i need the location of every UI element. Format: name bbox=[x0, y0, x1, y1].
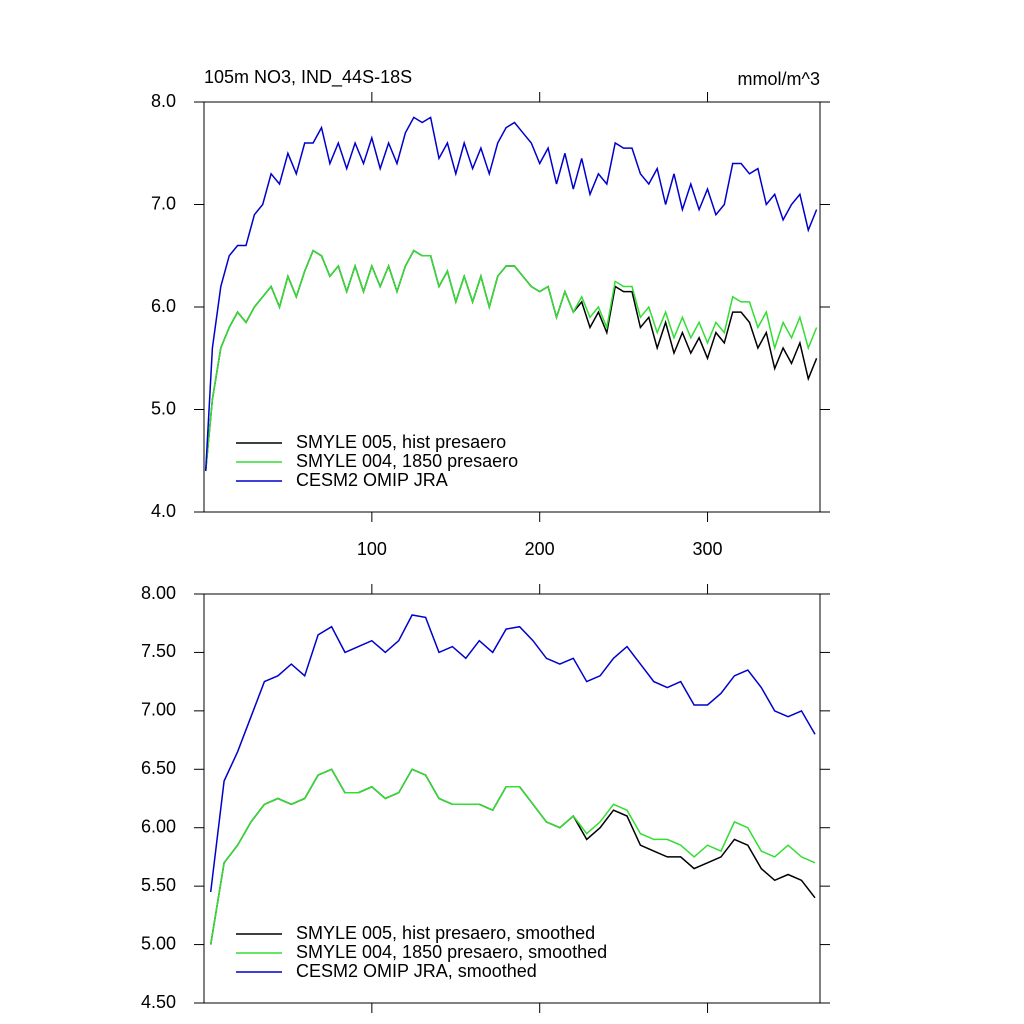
series-line bbox=[209, 614, 816, 893]
legend-label: SMYLE 004, 1850 presaero, smoothed bbox=[296, 942, 607, 962]
y-tick-label: 5.50 bbox=[141, 875, 176, 895]
x-tick-label: 200 bbox=[525, 539, 555, 559]
y-tick-label: 7.0 bbox=[151, 193, 176, 213]
legend-label: SMYLE 004, 1850 presaero bbox=[296, 451, 518, 471]
legend-label: CESM2 OMIP JRA bbox=[296, 470, 448, 490]
series-line bbox=[209, 768, 816, 945]
y-tick-label: 5.00 bbox=[141, 933, 176, 953]
series-line bbox=[209, 768, 816, 945]
y-tick-label: 6.00 bbox=[141, 816, 176, 836]
y-tick-label: 8.0 bbox=[151, 91, 176, 111]
chart-title: 105m NO3, IND_44S-18S bbox=[204, 67, 412, 88]
plot-frame bbox=[203, 593, 821, 1004]
legend-label: SMYLE 005, hist presaero, smoothed bbox=[296, 923, 595, 943]
x-tick-label: 100 bbox=[357, 539, 387, 559]
y-tick-label: 5.0 bbox=[151, 398, 176, 418]
series-line bbox=[204, 249, 818, 472]
y-tick-label: 6.50 bbox=[141, 758, 176, 778]
y-tick-label: 7.00 bbox=[141, 700, 176, 720]
x-tick-label: 300 bbox=[693, 539, 723, 559]
y-tick-label: 7.50 bbox=[141, 641, 176, 661]
y-tick-label: 4.50 bbox=[141, 992, 176, 1012]
y-tick-label: 4.0 bbox=[151, 501, 176, 521]
legend-label: SMYLE 005, hist presaero bbox=[296, 432, 506, 452]
y-tick-label: 8.00 bbox=[141, 583, 176, 603]
units-label: mmol/m^3 bbox=[738, 69, 820, 89]
legend-label: CESM2 OMIP JRA, smoothed bbox=[296, 961, 537, 981]
series-line bbox=[204, 116, 818, 472]
y-tick-label: 6.0 bbox=[151, 296, 176, 316]
